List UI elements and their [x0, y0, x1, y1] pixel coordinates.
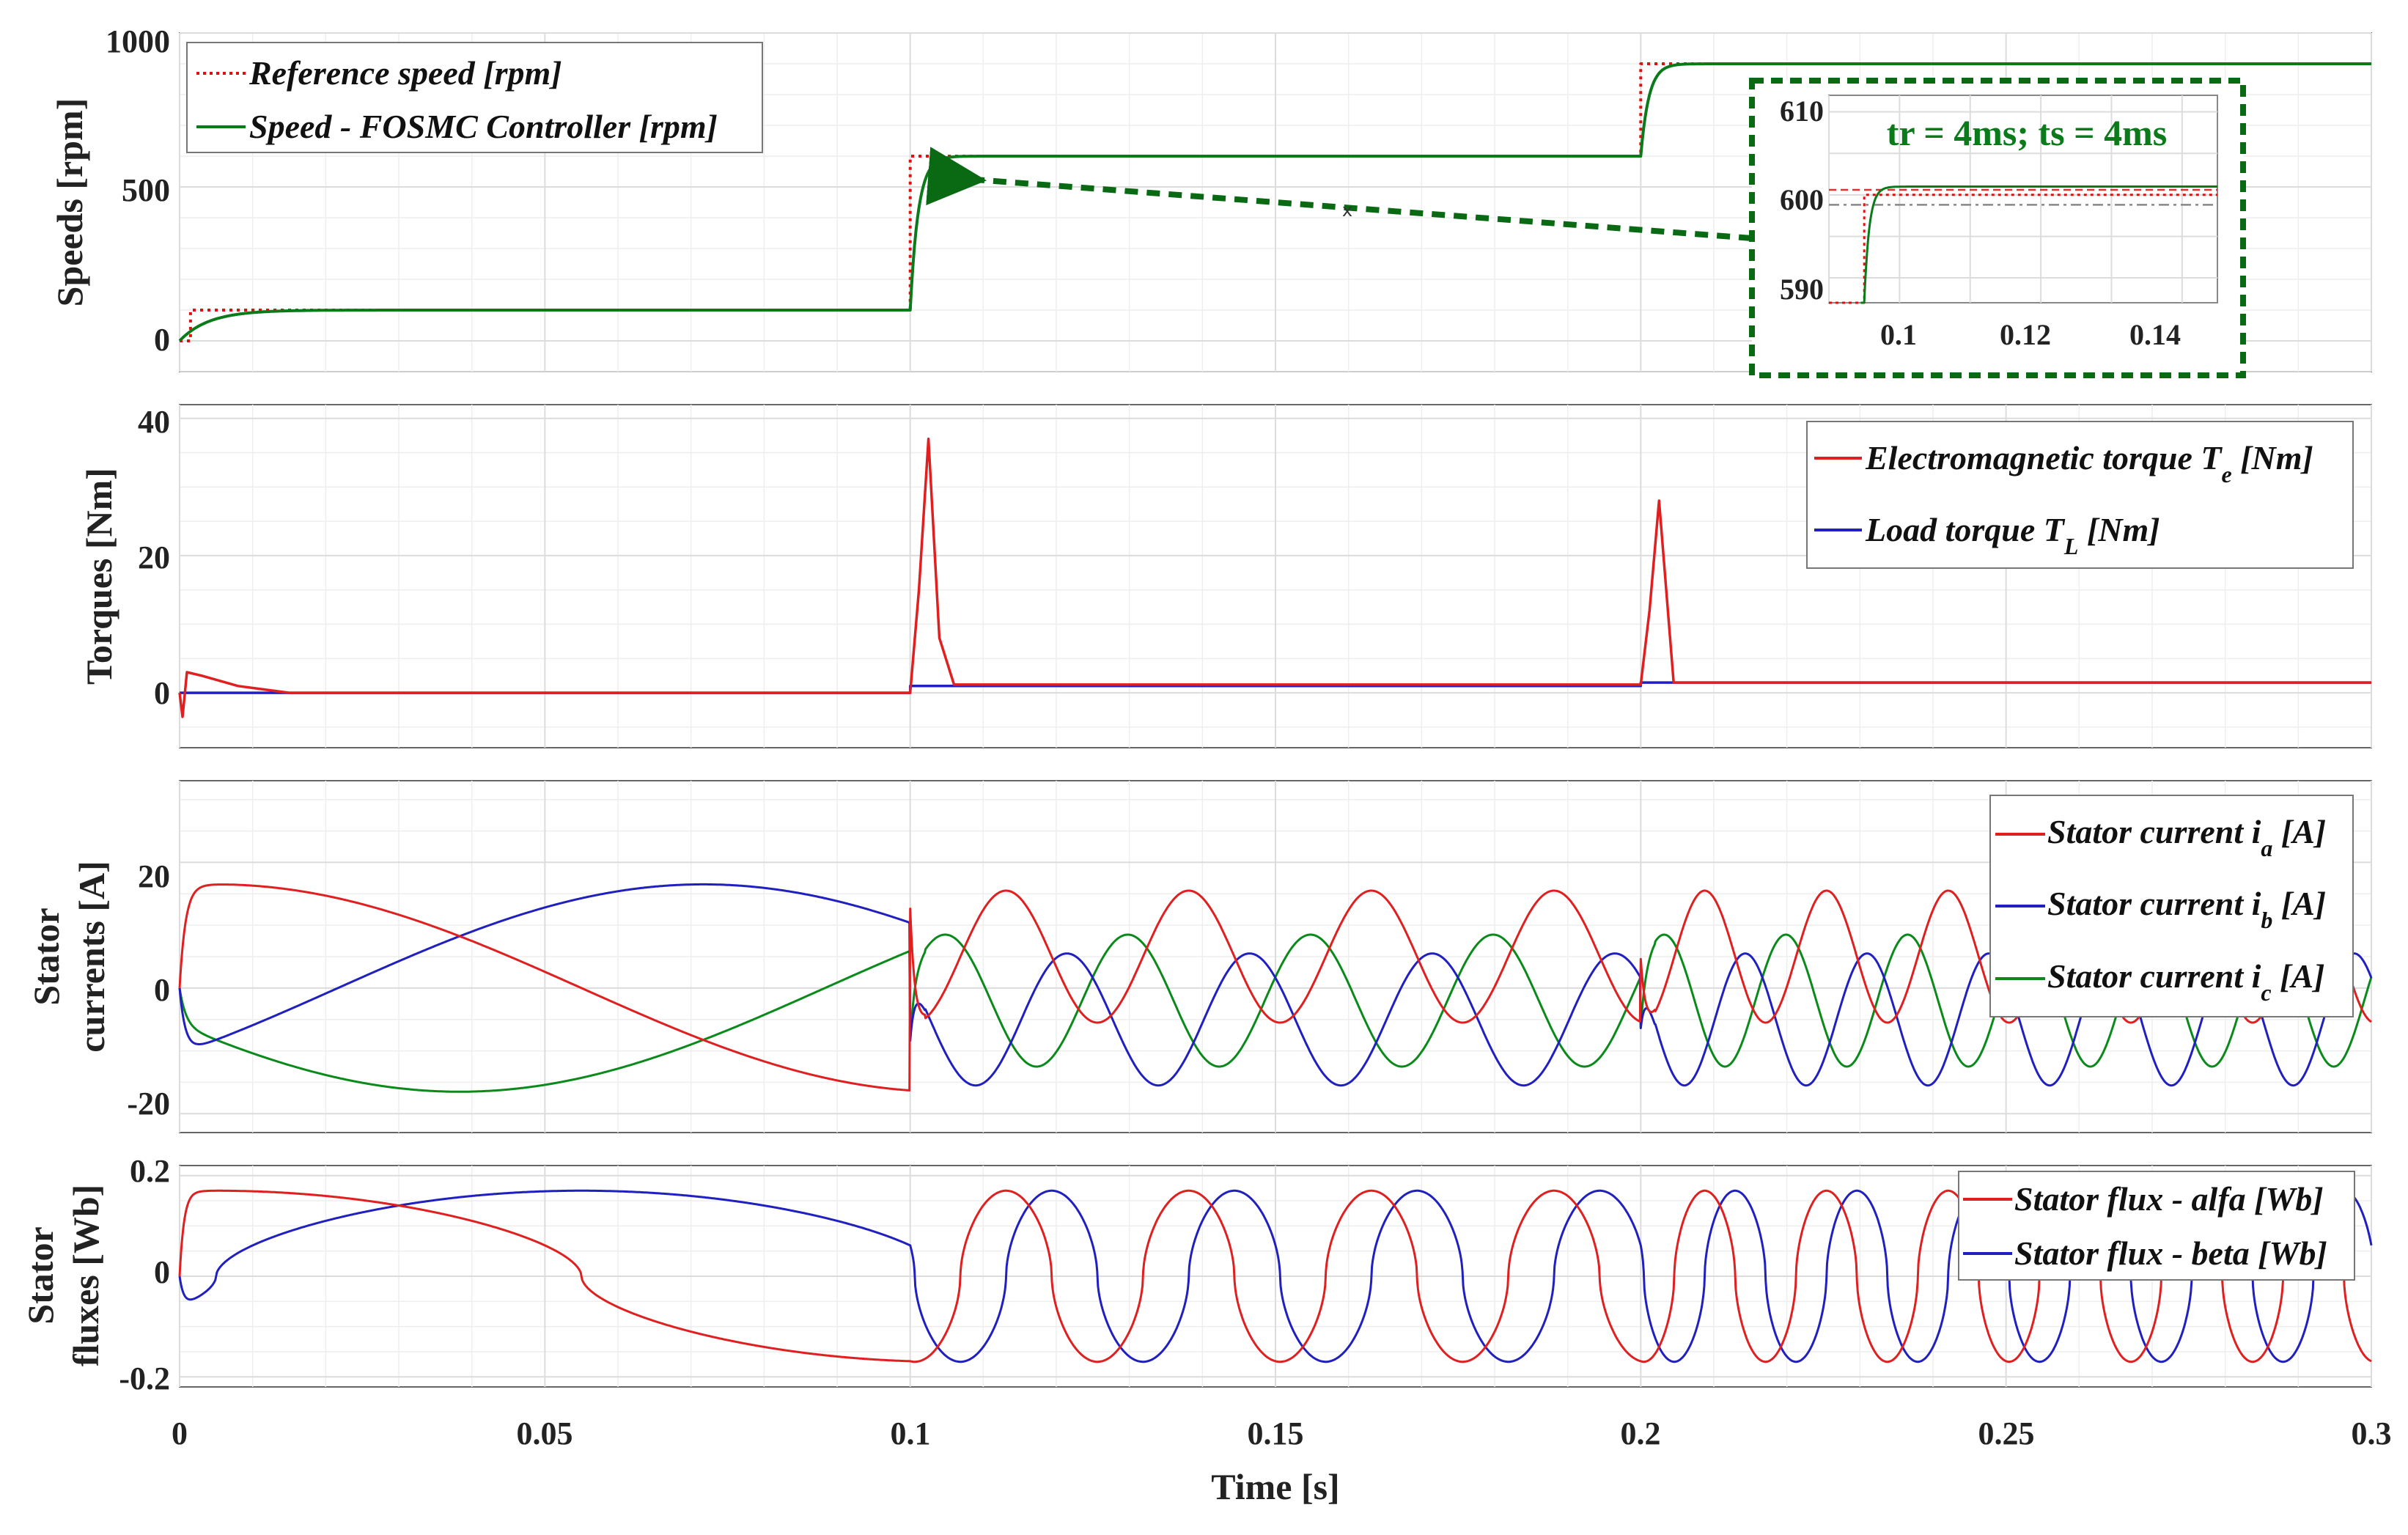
legend-label-torque-l: Load torque TL [Nm] — [1865, 511, 2160, 559]
flux-alfa-line — [178, 1189, 2372, 1363]
xtick-0.05: 0.05 — [517, 1416, 573, 1451]
current-panel: 20 0 -20 Stator currents [A] Stator curre… — [26, 780, 2373, 1133]
inset-plot-area — [1828, 95, 2218, 303]
annotation-arrow — [926, 147, 1753, 241]
inset-ytick-590: 590 — [1780, 273, 1824, 306]
flux-ylabel: Stator fluxes [Wb] — [20, 1185, 106, 1367]
legend-label-flux-beta: Stator flux - beta [Wb] — [2014, 1234, 2327, 1272]
torque-series — [178, 438, 2371, 718]
legend-label-ib: Stator current ib [A] — [2047, 885, 2326, 933]
x-axis-label: Time [s] — [1211, 1466, 1339, 1507]
flux-grid — [179, 1166, 2372, 1387]
speed-ytick-500: 500 — [122, 172, 170, 208]
xtick-0: 0 — [172, 1416, 188, 1451]
legend-label-reference: Reference speed [rpm] — [248, 54, 562, 92]
inset-title: tr = 4ms; ts = 4ms — [1887, 112, 2167, 153]
legend-label-flux-alfa: Stator flux - alfa [Wb] — [2014, 1180, 2324, 1218]
speed-inset: tr = 4ms; ts = 4ms 610 600 590 0.1 0.12 … — [1749, 78, 2246, 378]
current-ia-line — [178, 883, 2372, 1092]
flux-ytick-minus0.2: -0.2 — [119, 1361, 170, 1396]
speed-legend: Reference speed [rpm] Speed - FOSMC Cont… — [186, 42, 763, 153]
fosmc-speed-line — [178, 62, 2371, 342]
speed-ylabel: Speeds [rpm] — [49, 98, 90, 307]
torque-ytick-40: 40 — [138, 404, 170, 440]
inset-series — [1829, 185, 2218, 304]
speed-ytick-1000: 1000 — [106, 23, 170, 59]
legend-label-ic: Stator current ic [A] — [2047, 957, 2324, 1006]
flux-panel: 0.2 0 -0.2 Stator fluxes [Wb] 0 0.05 0.1 … — [20, 1153, 2392, 1507]
torque-ylabel: Torques [Nm] — [78, 468, 119, 685]
inset-xtick-0.1: 0.1 — [1880, 318, 1917, 351]
torque-legend: Electromagnetic torque Te [Nm] Load torq… — [1806, 421, 2354, 569]
current-ytick-minus20: -20 — [127, 1086, 170, 1122]
legend-label-ia: Stator current ia [A] — [2047, 813, 2326, 861]
inset-ytick-610: 610 — [1780, 95, 1824, 128]
torque-ytick-20: 20 — [138, 540, 170, 575]
xtick-0.25: 0.25 — [1978, 1416, 2035, 1451]
inset-grid — [1828, 95, 2217, 303]
current-legend: Stator current ia [A] Stator current ib … — [1989, 795, 2354, 1017]
speed-ytick-0: 0 — [154, 322, 170, 358]
speed-series — [178, 62, 2371, 342]
flux-legend: Stator flux - alfa [Wb] Stator flux - be… — [1958, 1171, 2355, 1281]
xtick-0.15: 0.15 — [1248, 1416, 1304, 1451]
current-ylabel: Stator currents [A] — [26, 861, 112, 1053]
flux-ytick-0.2: 0.2 — [130, 1153, 170, 1189]
annotation-x-marker: x — [1342, 200, 1352, 221]
xtick-0.3: 0.3 — [2352, 1416, 2392, 1451]
torque-panel: 40 20 0 Torques [Nm] Electromagnetic tor… — [78, 404, 2372, 748]
legend-label-torque-e: Electromagnetic torque Te [Nm] — [1865, 439, 2313, 487]
xtick-0.1: 0.1 — [891, 1416, 931, 1451]
x-axis: 0 0.05 0.1 0.15 0.2 0.25 0.3 Time [s] — [172, 1416, 2392, 1507]
reference-speed-line — [180, 62, 2371, 342]
speed-panel: 1000 500 0 Speeds [rpm] Reference speed … — [49, 23, 2372, 378]
inset-ytick-600: 600 — [1780, 183, 1824, 216]
flux-ytick-0: 0 — [154, 1254, 170, 1290]
legend-label-fosmc: Speed - FOSMC Controller [rpm] — [249, 108, 718, 145]
inset-fosmc-line — [1860, 185, 2218, 304]
current-ytick-0: 0 — [154, 972, 170, 1008]
inset-xtick-0.14: 0.14 — [2129, 318, 2181, 351]
inset-xtick-0.12: 0.12 — [2000, 318, 2051, 351]
current-ytick-20: 20 — [138, 858, 170, 894]
electromagnetic-torque-line — [178, 438, 2371, 718]
torque-ytick-0: 0 — [154, 675, 170, 711]
xtick-0.2: 0.2 — [1621, 1416, 1661, 1451]
